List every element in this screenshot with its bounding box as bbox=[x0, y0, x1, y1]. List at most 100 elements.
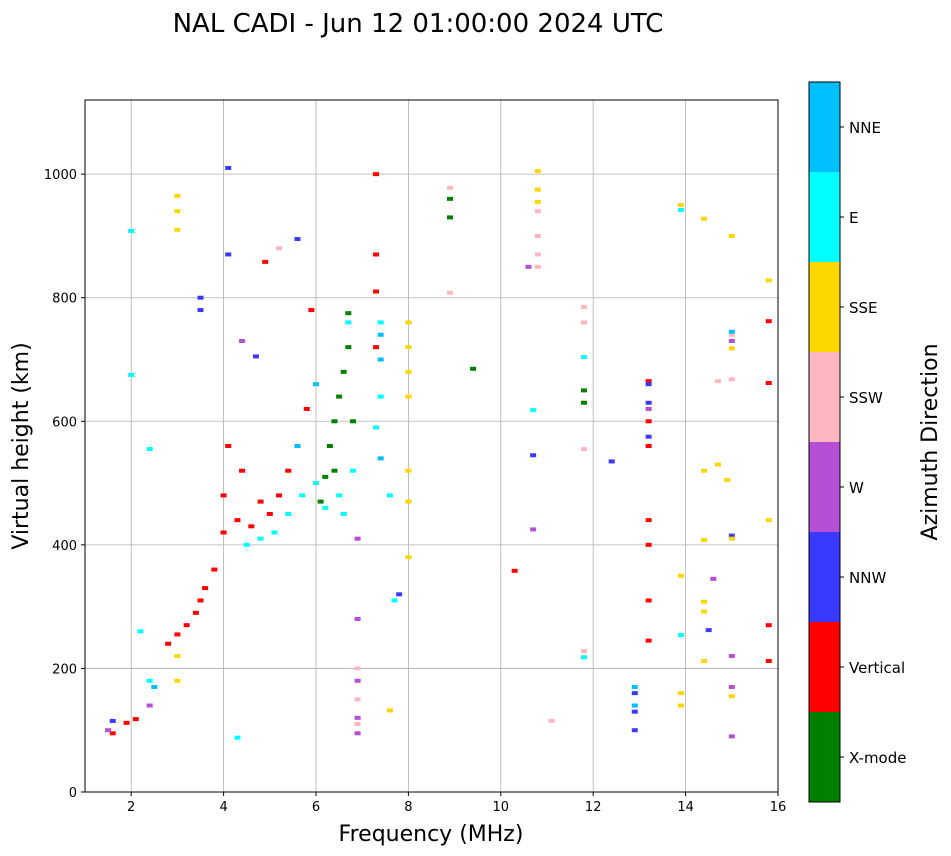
data-point bbox=[105, 728, 112, 733]
data-point bbox=[645, 598, 652, 603]
data-point bbox=[580, 388, 587, 393]
x-axis-ticks: 2 4 6 8 10 12 14 16 bbox=[127, 792, 786, 815]
series-sse bbox=[174, 169, 772, 713]
data-point bbox=[645, 400, 652, 405]
data-point bbox=[728, 684, 735, 689]
data-point bbox=[530, 408, 537, 413]
series-vertical bbox=[109, 172, 772, 736]
data-point bbox=[220, 530, 227, 535]
series-w bbox=[105, 264, 735, 739]
data-point bbox=[728, 338, 735, 343]
data-point bbox=[765, 659, 772, 664]
data-point bbox=[405, 394, 412, 399]
data-point bbox=[354, 536, 361, 541]
data-point bbox=[580, 400, 587, 405]
data-point bbox=[701, 659, 708, 664]
data-point bbox=[534, 199, 541, 204]
data-point bbox=[132, 717, 139, 722]
y-tick-label: 200 bbox=[52, 662, 77, 677]
colorbar-label: NNW bbox=[849, 569, 886, 587]
data-marks bbox=[105, 165, 772, 740]
data-point bbox=[340, 369, 347, 374]
data-point bbox=[331, 419, 338, 424]
data-point bbox=[276, 246, 283, 251]
data-point bbox=[631, 728, 638, 733]
data-point bbox=[405, 320, 412, 325]
data-point bbox=[123, 720, 130, 725]
data-point bbox=[349, 468, 356, 473]
colorbar-segment-ssw bbox=[809, 352, 840, 442]
data-point bbox=[308, 308, 315, 313]
data-point bbox=[645, 379, 652, 384]
data-point bbox=[710, 576, 717, 581]
data-point bbox=[631, 684, 638, 689]
data-point bbox=[405, 369, 412, 374]
colorbar: X-mode Vertical NNW W SSW SSE E NNE bbox=[808, 81, 906, 803]
data-point bbox=[765, 518, 772, 523]
data-point bbox=[294, 237, 301, 242]
colorbar-segment-x-mode bbox=[809, 712, 840, 802]
data-point bbox=[183, 623, 190, 628]
data-point bbox=[677, 203, 684, 208]
colorbar-title: Azimuth Direction bbox=[918, 343, 943, 540]
x-axis-label: Frequency (MHz) bbox=[339, 822, 524, 847]
data-point bbox=[373, 345, 380, 350]
data-point bbox=[511, 568, 518, 573]
y-tick-label: 400 bbox=[52, 539, 77, 554]
data-point bbox=[340, 511, 347, 516]
data-point bbox=[405, 555, 412, 560]
data-point bbox=[580, 649, 587, 654]
colorbar-label: SSE bbox=[849, 299, 878, 317]
data-point bbox=[234, 518, 241, 523]
data-point bbox=[728, 329, 735, 334]
data-point bbox=[252, 354, 259, 359]
data-point bbox=[262, 259, 269, 264]
data-point bbox=[534, 169, 541, 174]
colorbar-label: NNE bbox=[849, 119, 881, 137]
colorbar-segment-vertical bbox=[809, 622, 840, 712]
data-point bbox=[128, 372, 135, 377]
data-point bbox=[608, 459, 615, 464]
data-point bbox=[197, 598, 204, 603]
y-axis-label: Virtual height (km) bbox=[9, 342, 34, 549]
data-point bbox=[373, 289, 380, 294]
data-point bbox=[631, 709, 638, 714]
data-point bbox=[405, 499, 412, 504]
data-point bbox=[336, 493, 343, 498]
colorbar-label: X-mode bbox=[849, 749, 906, 767]
data-point bbox=[294, 444, 301, 448]
series-nne bbox=[151, 329, 735, 708]
x-tick-label: 2 bbox=[127, 800, 135, 815]
data-point bbox=[728, 346, 735, 351]
data-point bbox=[373, 425, 380, 430]
data-point bbox=[645, 444, 652, 448]
data-point bbox=[174, 227, 181, 232]
colorbar-segment-e bbox=[809, 172, 840, 262]
data-point bbox=[728, 377, 735, 382]
data-point bbox=[197, 295, 204, 300]
plot-frame bbox=[84, 99, 779, 793]
y-axis-ticks: 0 200 400 600 800 1000 bbox=[44, 168, 85, 801]
x-tick-label: 8 bbox=[404, 800, 412, 815]
data-point bbox=[128, 228, 135, 233]
data-point bbox=[645, 382, 652, 387]
data-point bbox=[165, 641, 172, 646]
data-point bbox=[446, 290, 453, 295]
data-point bbox=[336, 394, 343, 399]
data-point bbox=[386, 493, 393, 498]
data-point bbox=[580, 304, 587, 309]
data-point bbox=[285, 511, 292, 516]
data-point bbox=[714, 462, 721, 467]
colorbar-segment-nnw bbox=[809, 532, 840, 622]
data-point bbox=[373, 172, 380, 177]
data-point bbox=[446, 196, 453, 201]
data-point bbox=[446, 185, 453, 190]
data-point bbox=[728, 734, 735, 739]
series-e bbox=[128, 207, 684, 740]
data-point bbox=[354, 666, 361, 671]
data-point bbox=[276, 493, 283, 498]
data-point bbox=[313, 481, 319, 486]
data-point bbox=[257, 536, 264, 541]
data-point bbox=[174, 193, 181, 198]
